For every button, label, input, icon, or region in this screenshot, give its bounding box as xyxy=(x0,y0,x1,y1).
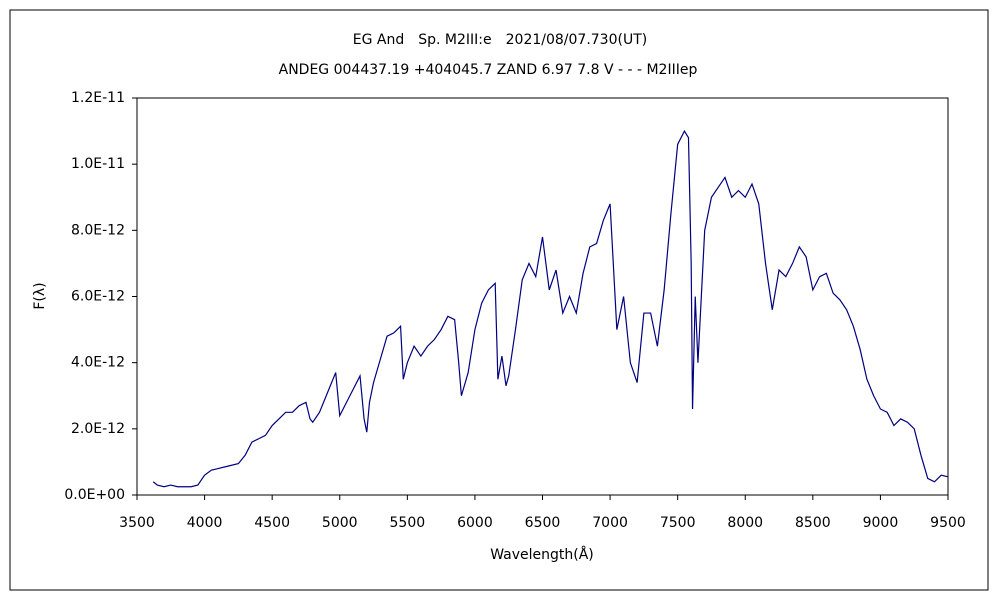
y-tick-label: 4.0E-12 xyxy=(71,355,125,371)
x-axis-label: Wavelength(Å) xyxy=(490,546,594,563)
y-axis-label: F(λ) xyxy=(32,282,48,309)
x-tick-label: 6500 xyxy=(525,515,561,531)
y-tick-label: 0.0E+00 xyxy=(64,487,125,503)
x-tick-label: 4500 xyxy=(254,515,290,531)
x-tick-label: 9500 xyxy=(930,515,966,531)
y-tick-label: 8.0E-12 xyxy=(71,222,125,238)
x-tick-label: 9000 xyxy=(863,515,899,531)
x-tick-label: 8000 xyxy=(727,515,763,531)
y-tick-label: 2.0E-12 xyxy=(71,421,125,437)
spectrum-line xyxy=(152,129,949,488)
x-tick-label: 4000 xyxy=(187,515,223,531)
y-tick-label: 1.2E-11 xyxy=(71,90,125,106)
y-tick-label: 6.0E-12 xyxy=(71,289,125,305)
chart-subtitle: ANDEG 004437.19 +404045.7 ZAND 6.97 7.8 … xyxy=(279,62,698,78)
x-tick-label: 8500 xyxy=(795,515,831,531)
x-tick-label: 7500 xyxy=(660,515,696,531)
x-tick-label: 7000 xyxy=(592,515,628,531)
x-tick-label: 3500 xyxy=(119,515,155,531)
y-tick-label: 1.0E-11 xyxy=(71,156,125,172)
chart-border xyxy=(9,9,989,591)
x-tick-label: 5500 xyxy=(390,515,426,531)
chart-title: EG And Sp. M2III:e 2021/08/07.730(UT) xyxy=(353,32,647,48)
x-tick-label: 5000 xyxy=(322,515,358,531)
x-tick-label: 6000 xyxy=(457,515,493,531)
